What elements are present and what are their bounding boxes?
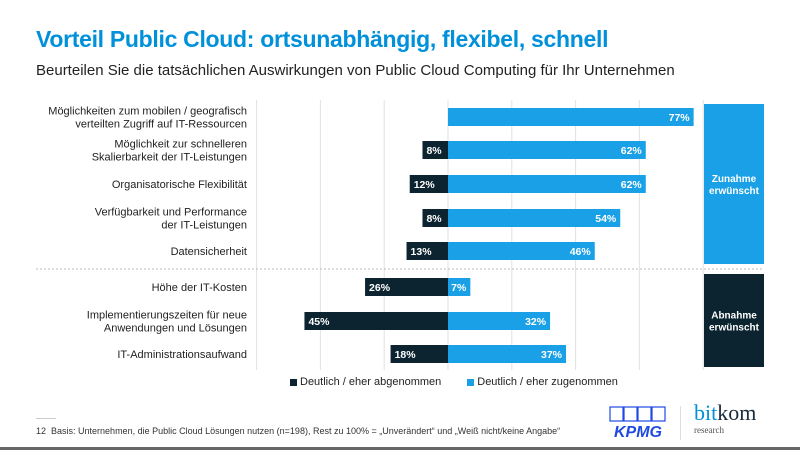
bar-decreased xyxy=(409,175,448,193)
bar-increased xyxy=(448,312,551,330)
page-subtitle: Beurteilen Sie die tatsächlichen Auswirk… xyxy=(36,62,675,79)
bar-increased xyxy=(448,209,621,227)
data-label: 18% xyxy=(395,349,417,361)
category-label: Höhe der IT-Kosten xyxy=(152,282,247,294)
divider xyxy=(680,406,681,440)
bitkom-logo: bitkom research xyxy=(694,400,757,436)
group-label: erwünscht xyxy=(709,323,760,334)
data-label: 37% xyxy=(541,349,563,361)
category-label: Datensicherheit xyxy=(171,246,247,258)
bar-decreased xyxy=(304,312,448,330)
category-label: Möglichkeiten zum mobilen / geografisch v… xyxy=(48,106,247,131)
data-label: 46% xyxy=(570,246,592,258)
group-label: erwünscht xyxy=(709,186,760,197)
category-label: Verfügbarkeit und Performance der IT-Leis… xyxy=(95,207,247,232)
legend-swatch xyxy=(290,378,297,386)
diverging-bar-chart: Möglichkeiten zum mobilen / geografisch v… xyxy=(36,100,764,370)
group-box xyxy=(704,274,764,367)
data-label: 7% xyxy=(451,282,467,294)
data-label: 62% xyxy=(621,179,643,191)
data-label: 26% xyxy=(369,282,391,294)
data-label: 54% xyxy=(595,213,617,225)
category-label: Implementierungszeiten für neue Anwendung… xyxy=(87,310,247,335)
bar-increased xyxy=(448,141,646,159)
divider xyxy=(36,418,56,419)
group-label: Abnahme xyxy=(711,311,757,322)
bar-decreased xyxy=(422,209,448,227)
bar-decreased xyxy=(406,242,448,260)
group-box xyxy=(704,104,764,264)
data-label: 8% xyxy=(426,213,442,225)
svg-text:KPMG: KPMG xyxy=(614,424,662,440)
data-label: 62% xyxy=(621,145,643,157)
bottom-border xyxy=(0,447,800,450)
legend-item-decreased: Deutlich / eher abgenommen xyxy=(290,376,441,388)
data-label: 13% xyxy=(411,246,433,258)
kpmg-logo: KPMG xyxy=(609,406,666,440)
bar-increased xyxy=(448,242,595,260)
bar-increased xyxy=(448,345,567,363)
bar-decreased xyxy=(390,345,448,363)
footer-note: 12 Basis: Unternehmen, die Public Cloud … xyxy=(36,426,561,436)
data-label: 77% xyxy=(669,112,691,124)
category-label: Möglichkeit zur schnelleren Skalierbarkei… xyxy=(92,139,247,164)
bar-decreased xyxy=(422,141,448,159)
data-label: 12% xyxy=(414,179,436,191)
category-label: IT-Administrationsaufwand xyxy=(117,349,247,361)
bar-increased xyxy=(448,278,471,296)
bar-increased xyxy=(448,108,694,126)
page-title: Vorteil Public Cloud: ortsunabhängig, fl… xyxy=(36,26,609,52)
legend-item-increased: Deutlich / eher zugenommen xyxy=(467,376,618,388)
group-label: Zunahme xyxy=(712,174,757,185)
category-label: Organisatorische Flexibilität xyxy=(112,179,247,191)
bar-decreased xyxy=(365,278,448,296)
legend-swatch xyxy=(467,378,475,386)
data-label: 8% xyxy=(426,145,442,157)
bar-increased xyxy=(448,175,646,193)
data-label: 45% xyxy=(308,316,330,328)
legend: Deutlich / eher abgenommen Deutlich / eh… xyxy=(290,376,618,388)
data-label: 32% xyxy=(525,316,547,328)
